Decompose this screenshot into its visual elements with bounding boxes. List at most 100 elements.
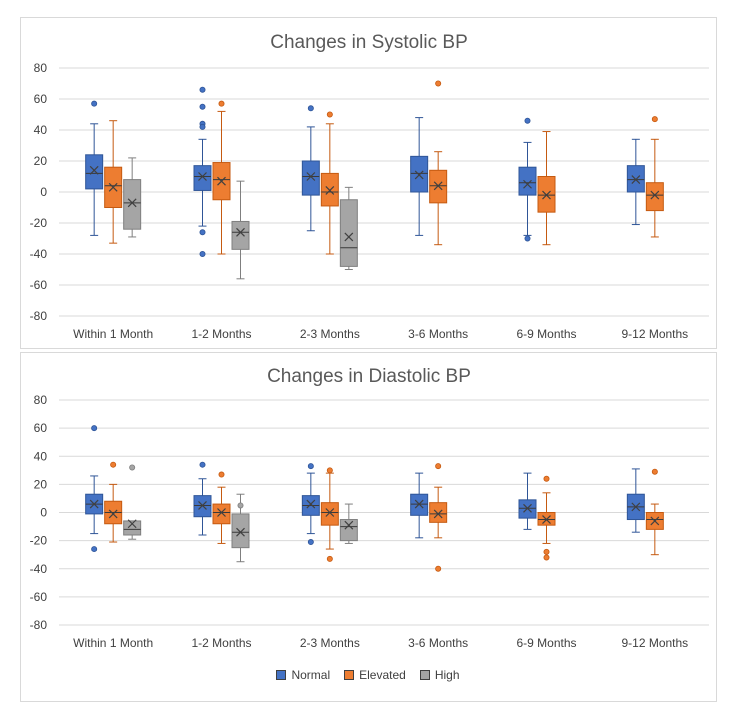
outlier-point xyxy=(199,103,206,110)
mean-marker xyxy=(306,499,316,509)
mean-marker xyxy=(433,509,443,519)
outlier-point xyxy=(307,463,314,470)
outlier-point xyxy=(91,100,98,107)
box xyxy=(123,179,142,230)
outlier-point xyxy=(199,123,206,130)
legend-label: Normal xyxy=(291,668,331,682)
mean-marker xyxy=(325,186,335,195)
outlier-point xyxy=(326,111,333,118)
outlier-point xyxy=(218,471,225,478)
legend-swatch-high xyxy=(419,670,430,680)
mean-marker xyxy=(523,503,532,513)
outlier-point xyxy=(326,555,333,562)
x-tick-label: Within 1 Month xyxy=(73,636,153,650)
y-tick-label: -60 xyxy=(30,590,48,604)
outlier-point xyxy=(435,463,442,470)
legend-label: Elevated xyxy=(359,668,406,682)
box xyxy=(231,220,250,250)
mean-marker xyxy=(433,181,443,191)
series-high xyxy=(123,157,358,280)
outlier-point xyxy=(326,467,333,474)
outlier-point xyxy=(110,461,117,468)
box xyxy=(301,160,320,196)
y-tick-label: 40 xyxy=(34,449,48,463)
box xyxy=(212,503,231,525)
mean-marker xyxy=(236,527,245,537)
mean-marker xyxy=(108,182,118,192)
y-tick-label: -60 xyxy=(30,278,48,292)
y-tick-label: -40 xyxy=(30,247,48,261)
series-high xyxy=(123,464,358,563)
x-tick-label: 6-9 Months xyxy=(516,327,576,341)
box xyxy=(123,520,142,536)
outlier-point xyxy=(543,548,550,555)
x-tick-label: 2-3 Months xyxy=(300,327,360,341)
box xyxy=(231,513,250,549)
outlier-point xyxy=(199,461,206,468)
outlier-point xyxy=(651,468,658,475)
series-elevated xyxy=(104,461,664,572)
diastolic-chart-panel: Changes in Diastolic BP 80 60 40 20 0 -20 -40 -… xyxy=(20,352,717,702)
y-tick-label: -80 xyxy=(30,309,48,323)
box xyxy=(320,502,339,526)
outlier-point xyxy=(129,464,136,471)
chart-legend: Normal Elevated High xyxy=(0,665,736,685)
outlier-point xyxy=(543,554,550,561)
outlier-point xyxy=(91,425,98,432)
legend-item-normal: Normal xyxy=(276,668,330,682)
y-tick-label: 60 xyxy=(34,92,48,106)
mean-marker xyxy=(542,190,551,200)
mean-marker xyxy=(542,515,551,524)
mean-marker xyxy=(631,502,641,512)
outlier-point xyxy=(199,229,206,236)
y-tick-label: 20 xyxy=(34,154,48,168)
box xyxy=(339,519,358,542)
series-normal xyxy=(85,425,645,553)
mean-marker xyxy=(217,176,226,186)
outlier-point xyxy=(199,86,206,93)
x-tick-label: 2-3 Months xyxy=(300,636,360,650)
systolic-chart: Changes in Systolic BP 80 60 40 20 0 -20 -40 -6… xyxy=(30,32,709,341)
mean-marker xyxy=(344,520,354,530)
legend-swatch-elevated xyxy=(344,670,355,680)
y-tick-label: -20 xyxy=(30,216,48,230)
series-elevated xyxy=(104,80,664,255)
box xyxy=(429,502,448,523)
mean-marker xyxy=(523,179,532,189)
mean-marker xyxy=(127,198,137,208)
mean-marker xyxy=(344,232,354,242)
mean-marker xyxy=(650,190,660,200)
y-tick-label: 40 xyxy=(34,123,48,137)
x-tick-label: 3-6 Months xyxy=(408,636,468,650)
mean-marker xyxy=(306,172,316,181)
y-tick-label: 0 xyxy=(40,506,47,520)
mean-marker xyxy=(198,172,207,181)
outlier-point xyxy=(237,502,244,509)
x-tick-label: 9-12 Months xyxy=(621,636,688,650)
x-tick-label: Within 1 Month xyxy=(73,327,153,341)
outlier-point xyxy=(307,539,314,546)
box xyxy=(645,182,664,212)
legend-item-elevated: Elevated xyxy=(344,668,406,682)
mean-marker xyxy=(89,165,99,175)
legend-label: High xyxy=(434,668,460,682)
outlier-point xyxy=(199,250,206,257)
x-tick-label: 6-9 Months xyxy=(516,636,576,650)
diastolic-chart: Changes in Diastolic BP 80 60 40 20 0 -20 -40 -… xyxy=(30,366,709,650)
legend-item-high: High xyxy=(419,668,460,682)
y-tick-label: -20 xyxy=(30,534,48,548)
chart-title: Changes in Diastolic BP xyxy=(267,366,471,387)
box xyxy=(193,165,212,191)
outlier-point xyxy=(435,80,442,87)
mean-marker xyxy=(108,509,118,519)
mean-marker xyxy=(650,516,660,526)
y-tick-label: 0 xyxy=(40,185,47,199)
outlier-point xyxy=(91,546,98,553)
mean-marker xyxy=(631,175,641,185)
x-tick-label: 1-2 Months xyxy=(191,327,251,341)
box xyxy=(85,154,104,190)
mean-marker xyxy=(414,499,424,509)
legend-swatch-normal xyxy=(276,670,287,680)
mean-marker xyxy=(236,227,245,237)
x-tick-label: 3-6 Months xyxy=(408,327,468,341)
